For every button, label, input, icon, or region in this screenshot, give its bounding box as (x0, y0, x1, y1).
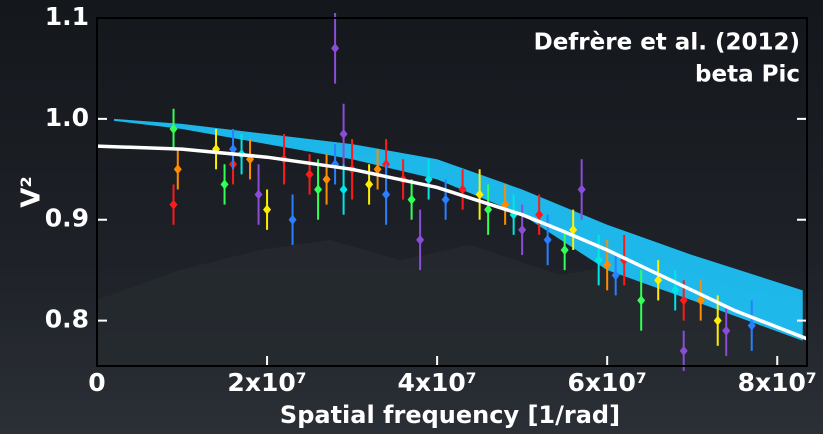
data-point (654, 275, 663, 286)
data-point (560, 245, 569, 255)
data-point (339, 184, 348, 195)
data-point (373, 164, 382, 175)
x-tick-label: 4x10⁷ (397, 368, 476, 397)
data-point (484, 204, 493, 215)
data-point (569, 224, 578, 235)
data-point (331, 43, 340, 54)
data-point (458, 184, 467, 195)
data-point (535, 209, 544, 220)
x-tick-label: 0 (88, 368, 105, 397)
annotation: beta Pic (695, 62, 800, 88)
x-tick-label: 2x10⁷ (227, 368, 306, 397)
y-tick-label: 0.8 (45, 305, 89, 334)
data-point (314, 184, 323, 195)
data-point (382, 189, 391, 200)
annotation: Defrère et al. (2012) (534, 30, 800, 56)
data-point (407, 194, 416, 205)
data-point (722, 325, 731, 336)
data-point (475, 189, 484, 200)
data-point (696, 295, 705, 306)
data-point (424, 174, 433, 185)
x-tick-label: 8x10⁷ (738, 368, 817, 397)
data-point (679, 345, 688, 356)
x-tick-label: 6x10⁷ (568, 368, 647, 397)
data-point (173, 164, 182, 175)
data-point (263, 204, 272, 215)
model-curve (96, 144, 808, 341)
data-point (416, 234, 425, 245)
data-point (365, 179, 374, 190)
data-point (543, 234, 552, 245)
data-point (288, 214, 297, 225)
data-point (713, 315, 722, 326)
y-tick-label: 1.0 (45, 103, 89, 132)
data-point (518, 224, 527, 235)
data-point (747, 320, 756, 331)
y-tick-label: 1.1 (45, 2, 89, 31)
data-point (169, 123, 178, 134)
data-point (577, 184, 586, 195)
plot-frame (96, 17, 808, 367)
data-point (620, 255, 629, 266)
x-axis-label: Spatial frequency [1/rad] (280, 401, 620, 429)
data-point (611, 270, 620, 281)
y-tick-label: 0.9 (45, 204, 89, 233)
data-point (679, 295, 688, 306)
data-point (305, 169, 314, 180)
data-point (671, 285, 680, 296)
data-point (339, 129, 348, 139)
y-axis-label: V² (17, 176, 47, 208)
data-point (229, 144, 238, 155)
data-point (603, 260, 612, 271)
data-point (441, 194, 450, 205)
data-point (254, 189, 263, 200)
data-point (169, 199, 178, 210)
data-point (322, 174, 331, 185)
data-point (637, 295, 646, 306)
data-point (594, 255, 603, 266)
data-point (220, 179, 229, 190)
